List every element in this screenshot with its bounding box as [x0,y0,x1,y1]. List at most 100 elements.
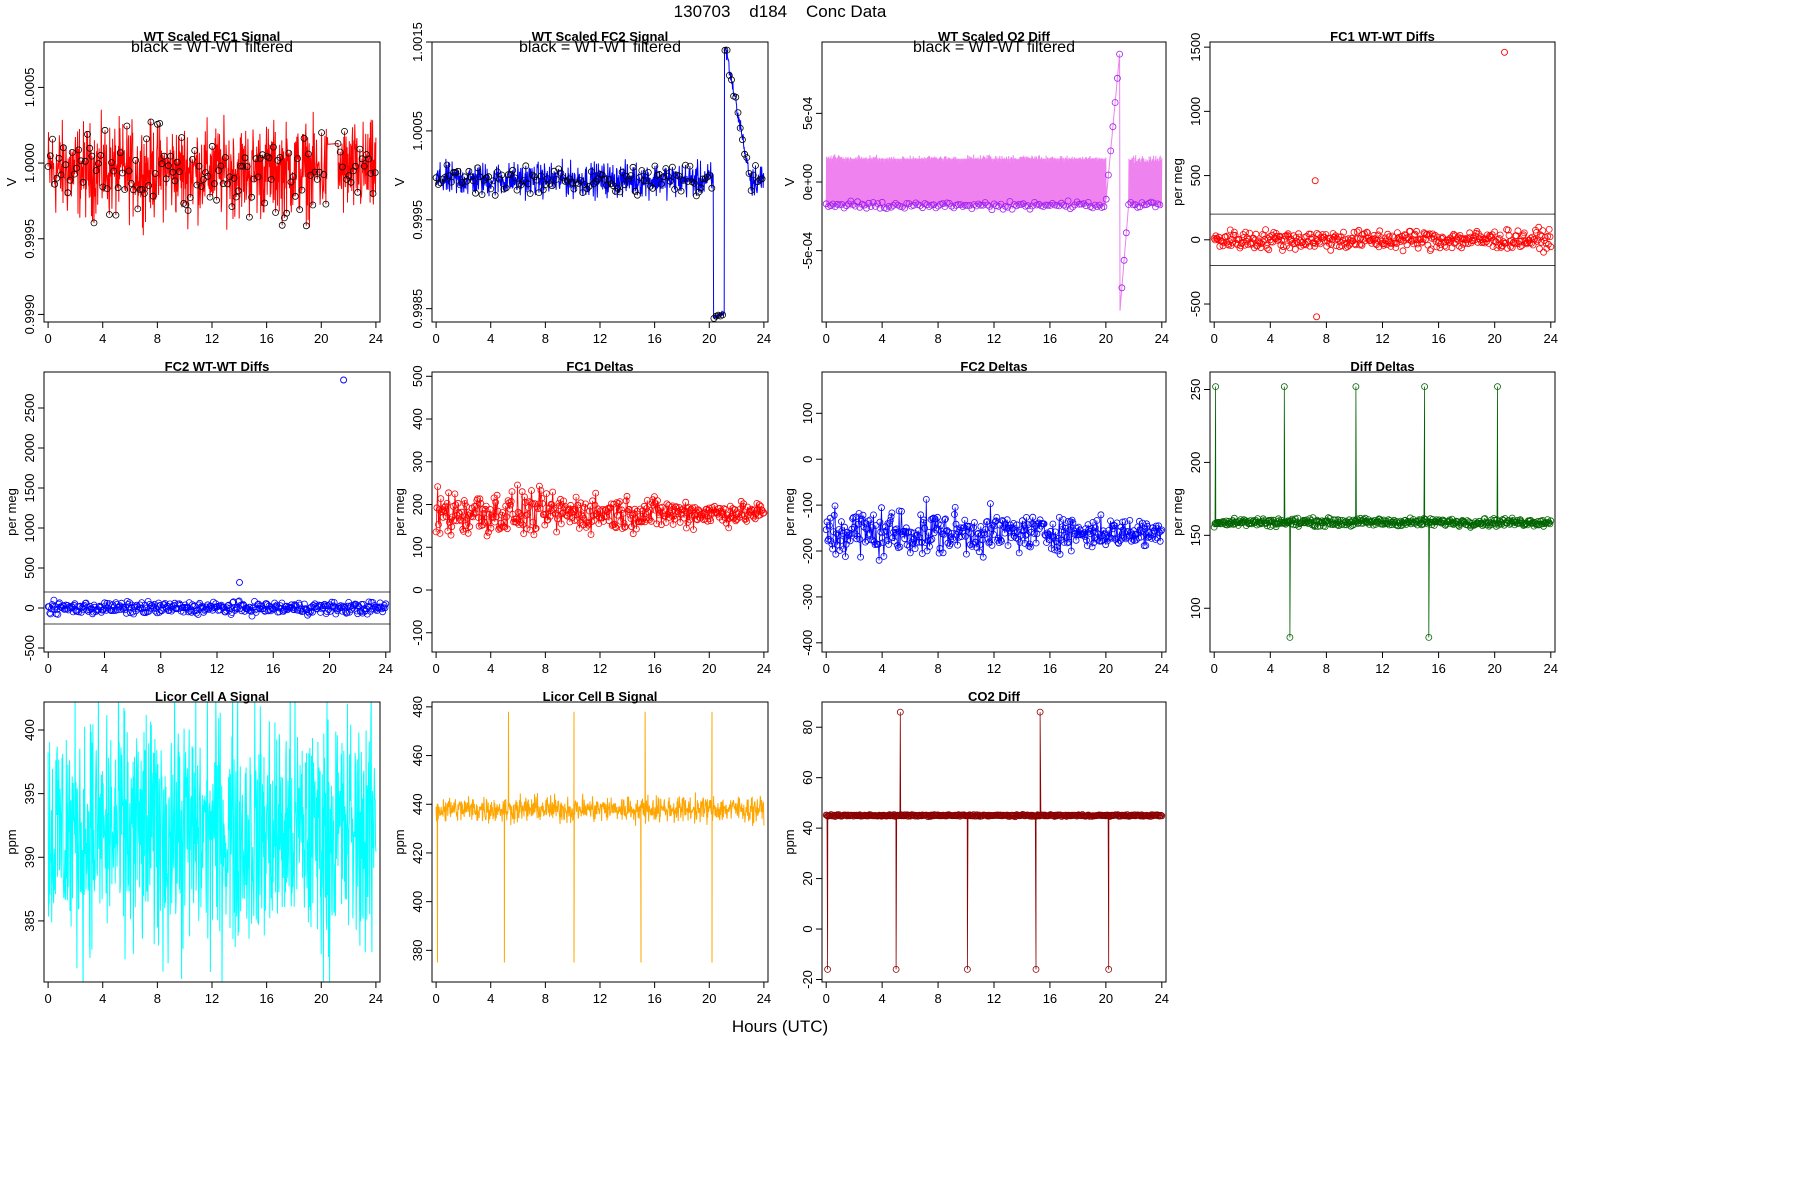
x-tick-label: 24 [757,331,771,346]
data-point [520,177,527,185]
x-axis: 0 4 8 12 16 20 24 [1211,322,1558,346]
data-point [304,150,312,158]
data-point [1142,542,1150,549]
chart-title: Licor Cell B Signal [543,689,658,704]
chart-o2-diff: 0 4 8 12 16 20 24 -5e-04 0e+00 5e-04 V WT Scaled O2… [782,29,1169,346]
data-point [984,201,991,209]
data-point [1071,530,1078,538]
data-point [106,211,113,218]
data-point [290,606,298,614]
data-point [997,536,1005,544]
data-point [1481,515,1489,522]
data-point [1328,240,1335,248]
y-tick-label: 1.0000 [22,143,37,183]
x-tick-label: 4 [879,661,886,676]
data-point [241,154,249,162]
data-point [943,527,951,534]
data-point [54,611,62,618]
data-point [432,174,440,182]
data-point [958,533,965,540]
data-point [1231,231,1239,239]
data-point [1367,236,1375,244]
data-point [1512,232,1520,240]
data-point [82,599,90,607]
data-point [981,530,989,538]
data-point [634,191,641,199]
data-point [988,206,996,214]
data-point [898,507,905,515]
data-point [732,517,740,525]
y-tick-label: 400 [410,891,425,913]
data-point [462,522,470,529]
data-point [106,600,113,607]
data-point [1003,516,1011,524]
data-point [928,535,936,543]
data-point [1539,227,1547,235]
data-point [1114,74,1121,82]
data-point [688,178,696,186]
data-point [575,510,582,518]
data-point [986,538,993,546]
data-point [1036,708,1044,716]
data-point [51,180,59,188]
data-point [1118,534,1126,542]
data-point [303,606,311,614]
data-point [127,179,135,187]
data-point [658,180,665,188]
data-point [1058,526,1066,533]
data-point [447,178,455,186]
data-point [481,505,489,513]
data-point [1369,235,1376,243]
data-point [961,201,969,209]
data-point [588,168,595,176]
x-tick-label: 24 [1544,661,1558,676]
data-point [577,177,584,184]
data-point [529,518,537,526]
y-tick-label: -20 [800,970,815,989]
data-point [520,530,528,537]
data-point [636,173,643,181]
page-title: 130703 d184 Conc Data [673,2,887,21]
data-point [830,511,838,519]
data-point [1149,199,1157,207]
chart-fc2-wtwt: 0 4 8 12 16 20 24 -500 0 500 1000 1500 2000 2500 per m… [4,359,393,676]
data-point [1355,226,1363,234]
data-point [851,530,859,537]
data-point [149,192,157,200]
data-point [888,509,896,517]
data-point [202,169,210,176]
plot-data [822,50,1164,311]
series-line [47,109,377,236]
data-point [1084,198,1092,206]
data-point [1128,537,1135,545]
data-point [226,173,234,181]
y-tick-label: -300 [800,584,815,610]
data-point [533,176,541,184]
data-point [465,167,473,175]
data-point [979,553,987,561]
data-point [701,509,708,517]
data-point [734,109,742,116]
data-point [699,175,707,183]
data-point [564,177,571,185]
data-point [300,600,308,608]
data-point [948,202,955,210]
data-point [66,604,74,611]
data-point [1091,201,1099,209]
data-point [867,203,875,210]
data-point [736,124,744,132]
data-point [1475,235,1483,242]
data-point [1306,515,1314,522]
data-point [92,167,100,174]
data-point [579,513,586,520]
data-point [1119,518,1126,526]
data-point [477,499,485,507]
data-point [550,167,558,175]
data-point [1358,241,1366,249]
chart-title: FC2 Deltas [960,359,1027,374]
data-point [1051,201,1059,209]
data-point [1010,520,1017,527]
data-point [476,173,484,181]
data-point [592,489,600,497]
data-point [539,500,546,507]
